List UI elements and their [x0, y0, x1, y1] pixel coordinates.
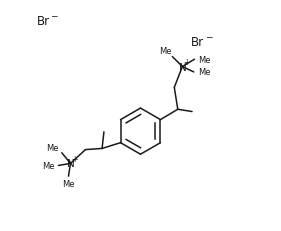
- Text: N: N: [67, 159, 74, 169]
- Text: Me: Me: [159, 46, 171, 55]
- Text: Br: Br: [37, 15, 50, 28]
- Text: Br: Br: [191, 36, 204, 49]
- Text: Me: Me: [42, 161, 55, 170]
- Text: Me: Me: [47, 143, 59, 152]
- Text: +: +: [183, 58, 190, 67]
- Text: −: −: [50, 11, 58, 20]
- Text: +: +: [71, 154, 78, 163]
- Text: Me: Me: [198, 68, 210, 77]
- Text: Me: Me: [199, 55, 211, 64]
- Text: Me: Me: [62, 179, 75, 188]
- Text: N: N: [178, 62, 186, 72]
- Text: −: −: [205, 32, 212, 41]
